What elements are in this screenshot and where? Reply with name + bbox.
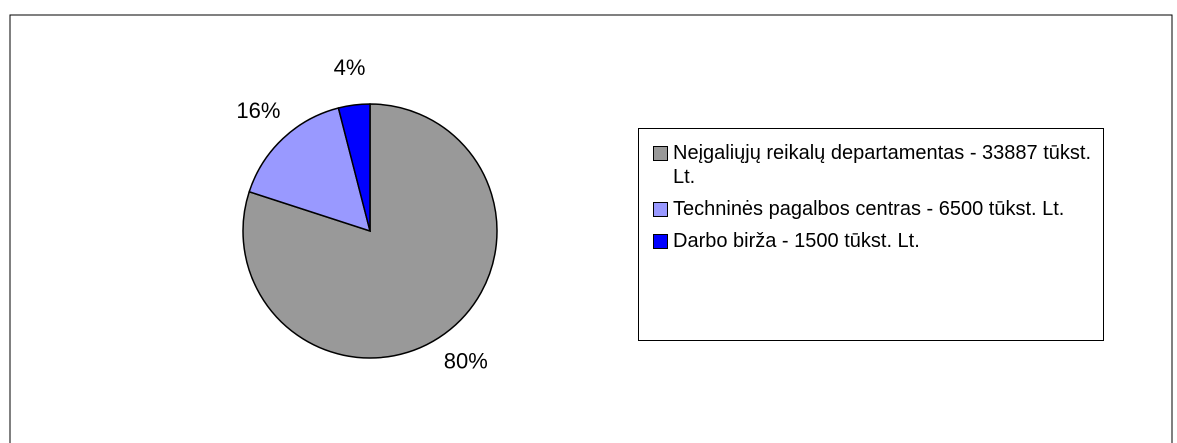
data-label: 4% — [334, 55, 366, 80]
legend-label: Neįgaliųjų reikalų departamentas - 33887… — [673, 142, 1092, 188]
legend-swatch — [653, 234, 668, 249]
legend-swatch — [653, 146, 668, 161]
legend-label: Darbo birža - 1500 tūkst. Lt. — [673, 230, 920, 252]
legend: Neįgaliųjų reikalų departamentas - 33887… — [638, 128, 1104, 341]
legend-label: Techninės pagalbos centras - 6500 tūkst.… — [673, 198, 1065, 220]
legend-item: Darbo birža - 1500 tūkst. Lt. — [653, 229, 1093, 253]
data-label: 80% — [444, 349, 488, 374]
pie-slice — [248, 107, 372, 233]
data-label: 16% — [236, 98, 280, 123]
chart-border — [9, 14, 1173, 443]
legend-item: Neįgaliųjų reikalų departamentas - 33887… — [653, 141, 1093, 189]
pie-slice — [337, 103, 371, 232]
legend-swatch — [653, 202, 668, 217]
legend-item: Techninės pagalbos centras - 6500 tūkst.… — [653, 197, 1093, 221]
